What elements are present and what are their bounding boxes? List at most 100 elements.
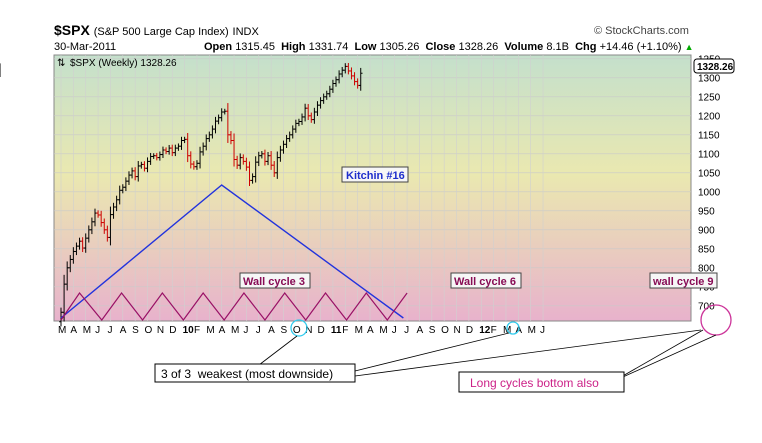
last-price-tag <box>693 58 735 74</box>
open-value: 1315.45 <box>235 41 275 53</box>
x-tick-label: J <box>243 325 248 336</box>
x-tick-label: J <box>256 325 261 336</box>
x-tick-label: A <box>70 325 77 336</box>
brand-watermark[interactable]: © StockCharts.com <box>594 25 689 37</box>
callout-line <box>613 329 704 382</box>
x-tick-label: A <box>367 325 374 336</box>
callout-line <box>354 329 702 377</box>
x-tick-label: O <box>441 325 449 336</box>
y-tick-label: 950 <box>698 206 715 217</box>
y-tick-label: 1050 <box>698 168 721 179</box>
exchange: INDX <box>232 26 259 38</box>
x-tick-label: M <box>379 325 387 336</box>
x-tick-label: M <box>58 325 66 336</box>
x-tick-label: J <box>392 325 397 336</box>
x-tick-label: D <box>169 325 176 336</box>
long-cycles-callout-label: Long cycles bottom also <box>470 376 599 390</box>
symbol: $SPX <box>54 22 90 38</box>
grid-lines <box>54 55 691 321</box>
high-label: High <box>281 41 306 53</box>
legend-icon: ⇅ <box>57 58 65 69</box>
x-tick-label: A <box>268 325 275 336</box>
x-tick-label: J <box>540 325 545 336</box>
low-label: Low <box>354 41 377 53</box>
callout-line <box>254 335 298 369</box>
x-tick-label: F <box>491 325 497 336</box>
wall-cycle-3-box[interactable] <box>239 272 311 289</box>
x-tick-label: A <box>219 325 226 336</box>
x-tick-label: M <box>355 325 363 336</box>
x-tick-label: O <box>145 325 153 336</box>
x-tick-label: 10 <box>183 325 195 336</box>
close-value: 1328.26 <box>458 41 499 53</box>
highlight-circle-july-11 <box>506 321 520 335</box>
x-tick-label: M <box>206 325 214 336</box>
y-tick-label: 1300 <box>698 73 721 84</box>
wall-cycle-line <box>60 292 408 321</box>
y-tick-label: 700 <box>698 301 715 312</box>
wall-cycle-6-box[interactable] <box>450 272 522 289</box>
x-tick-label: A <box>120 325 127 336</box>
low-value: 1305.26 <box>379 41 420 53</box>
y-tick-label: 1150 <box>698 130 720 141</box>
chg-label: Chg <box>575 41 597 53</box>
legend-text: $SPX (Weekly) 1328.26 <box>70 58 177 69</box>
x-tick-label: S <box>132 325 139 336</box>
last-price-label: 1328.26 <box>697 62 734 73</box>
weakest-callout-box[interactable] <box>154 363 356 383</box>
y-tick-label: 850 <box>698 244 715 255</box>
x-tick-label: 12 <box>479 325 491 336</box>
callout-line <box>354 332 510 372</box>
symbol-name: (S&P 500 Large Cap Index) <box>93 26 229 38</box>
x-tick-label: O <box>293 325 301 336</box>
x-tick-label: 11 <box>331 325 342 336</box>
open-label: Open <box>204 41 233 53</box>
chg-value: +14.46 (+1.10%) <box>599 41 682 53</box>
bottom-circle <box>700 304 732 336</box>
chart-date: 30-Mar-2011 <box>54 41 117 53</box>
kitchin-cycle-line <box>60 184 404 319</box>
x-tick-label: A <box>416 325 423 336</box>
wall-cycle-6-label: Wall cycle 6 <box>454 276 516 288</box>
wall-cycle-9-box[interactable] <box>649 272 718 289</box>
volume-value: 8.1B <box>546 41 569 53</box>
wall-cycle-3-label: Wall cycle 3 <box>243 276 305 288</box>
x-tick-label: D <box>318 325 325 336</box>
x-tick-label: J <box>95 325 100 336</box>
x-tick-label: D <box>466 325 473 336</box>
x-tick-label: J <box>404 325 409 336</box>
kitchin-label: Kitchin #16 <box>346 170 405 182</box>
x-tick-label: M <box>231 325 239 336</box>
highlight-circle-june-10 <box>290 319 308 337</box>
chg-arrow-icon: ▲ <box>684 42 694 52</box>
cycle-overlays <box>60 184 408 321</box>
x-tick-label: N <box>157 325 164 336</box>
x-axis: M A M J J A S O N D 10 F M A M J J A S O N D 11 F M A M J J A S O N D 12 F M… <box>58 325 545 336</box>
weakest-callout-label: 3 of 3 weakest (most downside) <box>161 367 333 381</box>
x-tick-label: F <box>342 325 348 336</box>
ohlc-summary: Open 1315.45 High 1331.74 Low 1305.26 Cl… <box>204 41 694 53</box>
high-value: 1331.74 <box>308 41 349 53</box>
x-tick-label: M <box>528 325 536 336</box>
callout-line <box>613 334 717 382</box>
chart-title: $SPX (S&P 500 Large Cap Index) INDX <box>54 22 259 38</box>
ohlc-bars <box>0 62 363 327</box>
kitchin-box[interactable] <box>341 166 409 183</box>
y-tick-label: 1200 <box>698 111 721 122</box>
x-tick-label: M <box>83 325 91 336</box>
x-tick-label: S <box>429 325 436 336</box>
y-tick-label: 1250 <box>698 92 721 103</box>
y-tick-label: 1100 <box>698 149 720 160</box>
x-tick-label: S <box>280 325 287 336</box>
x-tick-label: N <box>454 325 461 336</box>
close-label: Close <box>425 41 456 53</box>
x-tick-label: N <box>305 325 312 336</box>
volume-label: Volume <box>504 41 544 53</box>
wall-cycle-9-label: wall cycle 9 <box>652 276 714 288</box>
x-tick-label: J <box>107 325 112 336</box>
y-tick-label: 1000 <box>698 187 721 198</box>
long-cycles-callout-box[interactable] <box>458 371 625 393</box>
y-tick-label: 900 <box>698 225 715 236</box>
plot-background <box>53 54 692 322</box>
